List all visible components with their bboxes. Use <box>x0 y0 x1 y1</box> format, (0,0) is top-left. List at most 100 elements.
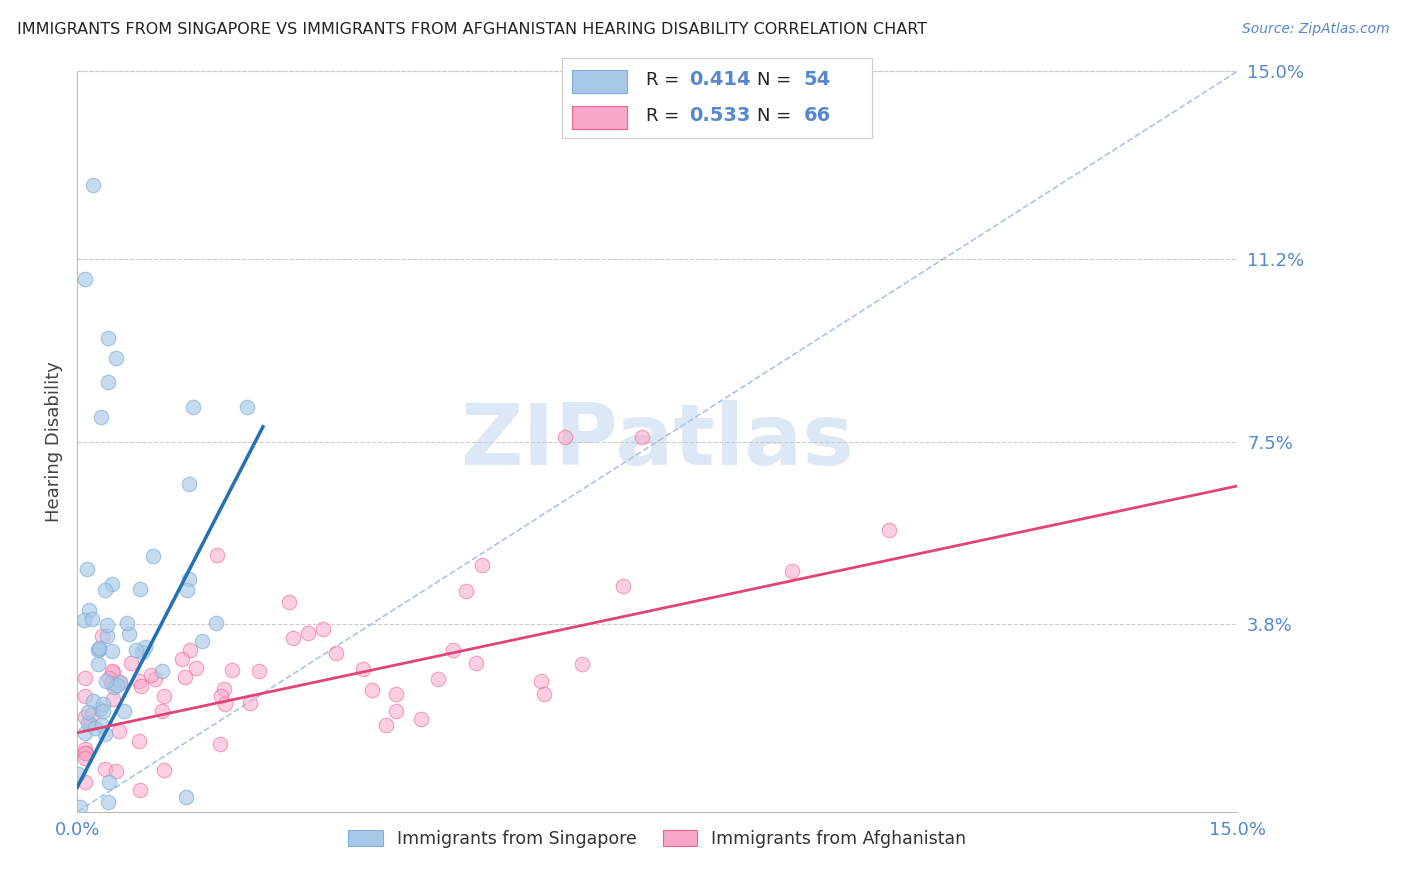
Point <box>96 629 118 643</box>
Text: ZIPatlas: ZIPatlas <box>460 400 855 483</box>
Point <box>177 572 200 586</box>
Point <box>117 627 139 641</box>
Point <box>82 612 104 626</box>
Text: Source: ZipAtlas.com: Source: ZipAtlas.com <box>1241 22 1389 37</box>
FancyBboxPatch shape <box>572 106 627 128</box>
Point <box>87 642 110 657</box>
Point <box>174 670 197 684</box>
Point <box>115 616 138 631</box>
Point <box>101 691 124 706</box>
Point <box>125 642 148 657</box>
Point <box>183 400 205 414</box>
Point <box>91 704 114 718</box>
Point <box>153 689 176 703</box>
Point <box>209 689 232 703</box>
Point <box>97 376 120 390</box>
Point <box>101 665 124 679</box>
Point <box>97 775 120 789</box>
Point <box>75 746 97 760</box>
Point <box>780 564 803 578</box>
Point <box>83 721 105 735</box>
Point <box>87 657 110 672</box>
Point <box>96 618 118 632</box>
Point <box>94 583 117 598</box>
Point <box>97 671 120 685</box>
Point <box>129 783 152 797</box>
Point <box>176 582 198 597</box>
Point <box>325 646 347 660</box>
Point <box>105 678 128 692</box>
Text: 66: 66 <box>804 106 831 125</box>
Point <box>374 718 396 732</box>
Point <box>82 178 104 192</box>
Point <box>129 582 152 597</box>
Point <box>297 626 319 640</box>
Point <box>105 764 128 779</box>
Point <box>530 673 553 688</box>
Point <box>75 689 96 703</box>
Point <box>94 762 117 776</box>
Point <box>75 774 96 789</box>
Point <box>75 741 96 756</box>
Point <box>179 643 201 657</box>
Point <box>86 643 108 657</box>
Point <box>90 409 111 424</box>
Text: R =: R = <box>645 70 685 88</box>
Point <box>75 672 96 686</box>
Point <box>153 763 176 777</box>
Point <box>214 682 236 697</box>
Point <box>91 717 114 731</box>
Point <box>612 579 634 593</box>
Point <box>571 657 593 672</box>
Point <box>352 662 374 676</box>
Text: R =: R = <box>645 107 685 125</box>
Point <box>131 645 153 659</box>
Point <box>471 558 494 572</box>
Point <box>464 657 486 671</box>
Point <box>91 697 114 711</box>
Point <box>631 429 654 443</box>
Legend: Immigrants from Singapore, Immigrants from Afghanistan: Immigrants from Singapore, Immigrants fr… <box>342 822 973 855</box>
Point <box>208 737 231 751</box>
Point <box>385 687 408 701</box>
Point <box>100 644 122 658</box>
Point <box>554 429 576 443</box>
Point <box>67 767 90 781</box>
Point <box>75 709 96 723</box>
Text: 0.533: 0.533 <box>689 106 751 125</box>
Point <box>105 351 127 365</box>
Point <box>283 631 305 645</box>
Point <box>139 668 162 682</box>
Point <box>89 702 111 716</box>
Point <box>87 641 110 656</box>
Point <box>91 629 114 643</box>
Point <box>100 577 122 591</box>
Point <box>120 656 142 670</box>
Point <box>108 676 131 690</box>
Point <box>205 548 228 562</box>
Point <box>150 704 173 718</box>
Point <box>247 665 270 679</box>
Point <box>134 640 156 654</box>
Point <box>69 799 91 814</box>
Point <box>184 660 207 674</box>
Point <box>177 477 200 491</box>
Point <box>170 652 193 666</box>
Point <box>75 725 96 739</box>
Point <box>79 716 101 731</box>
Point <box>112 704 135 718</box>
FancyBboxPatch shape <box>572 70 627 93</box>
Point <box>77 715 100 730</box>
Point <box>312 622 335 636</box>
Point <box>239 696 262 710</box>
Point <box>221 663 243 677</box>
Point <box>361 682 384 697</box>
Point <box>94 726 117 740</box>
Point <box>142 549 165 563</box>
Text: 0.414: 0.414 <box>689 70 751 89</box>
Point <box>441 643 464 657</box>
Point <box>97 795 120 809</box>
Point <box>129 679 152 693</box>
Point <box>75 747 96 761</box>
Point <box>79 603 101 617</box>
